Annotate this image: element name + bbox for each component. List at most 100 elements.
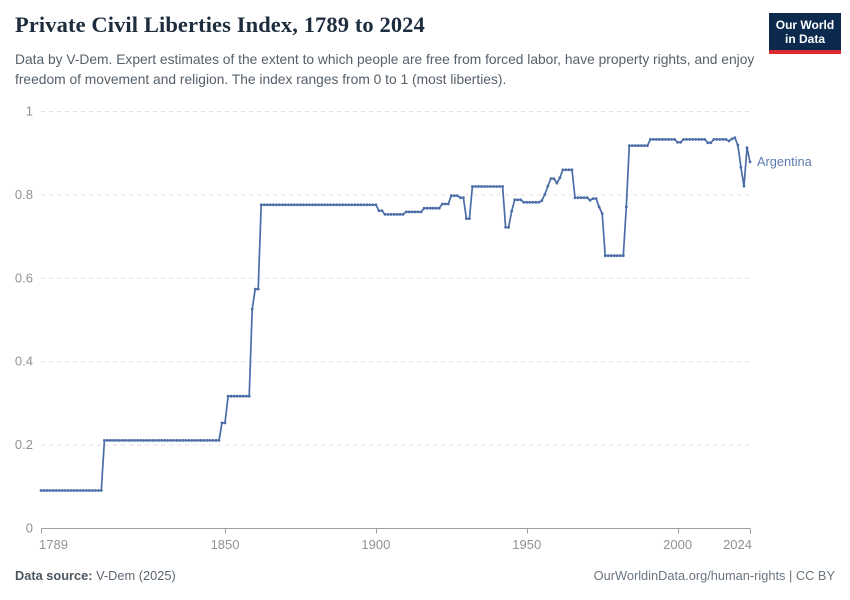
data-point[interactable] (60, 489, 64, 492)
data-point[interactable] (452, 194, 456, 198)
data-point[interactable] (362, 203, 366, 207)
data-point[interactable] (256, 287, 260, 291)
data-point[interactable] (670, 138, 673, 141)
data-point[interactable] (477, 185, 480, 188)
data-point[interactable] (214, 439, 218, 442)
data-point[interactable] (564, 168, 568, 172)
data-point[interactable] (531, 200, 535, 204)
data-point[interactable] (66, 489, 70, 492)
data-point[interactable] (594, 197, 598, 201)
data-point[interactable] (112, 439, 115, 442)
data-point[interactable] (495, 185, 498, 188)
data-point[interactable] (259, 203, 263, 207)
data-point[interactable] (317, 203, 320, 207)
data-point[interactable] (93, 489, 97, 492)
data-point[interactable] (142, 439, 146, 442)
data-point[interactable] (169, 439, 173, 442)
data-point[interactable] (522, 200, 526, 204)
data-point[interactable] (748, 160, 752, 164)
data-point[interactable] (338, 203, 342, 207)
data-point[interactable] (326, 203, 329, 207)
data-point[interactable] (428, 206, 432, 210)
data-point[interactable] (175, 439, 179, 442)
data-point[interactable] (90, 489, 94, 492)
data-point[interactable] (190, 439, 194, 442)
data-point[interactable] (576, 196, 580, 200)
data-point[interactable] (682, 138, 685, 141)
data-point[interactable] (498, 185, 501, 188)
data-point[interactable] (106, 439, 109, 442)
data-point[interactable] (643, 144, 646, 148)
data-point[interactable] (323, 203, 326, 207)
data-point[interactable] (202, 439, 206, 442)
data-point[interactable] (483, 185, 486, 188)
data-point[interactable] (724, 138, 728, 141)
data-point[interactable] (652, 138, 655, 141)
data-point[interactable] (374, 203, 378, 207)
data-point[interactable] (398, 213, 402, 216)
data-point[interactable] (513, 198, 517, 202)
data-point[interactable] (407, 210, 411, 214)
data-point[interactable] (121, 439, 124, 442)
data-point[interactable] (591, 197, 595, 201)
data-point[interactable] (401, 213, 405, 216)
data-point[interactable] (211, 439, 215, 442)
data-point[interactable] (582, 196, 586, 200)
data-point[interactable] (193, 439, 197, 442)
data-point[interactable] (380, 209, 384, 213)
data-point[interactable] (449, 194, 453, 198)
data-point[interactable] (440, 202, 444, 206)
data-point[interactable] (78, 489, 82, 492)
data-point[interactable] (151, 439, 155, 442)
data-point[interactable] (115, 439, 118, 442)
data-point[interactable] (465, 217, 468, 221)
data-point[interactable] (634, 144, 637, 148)
data-point[interactable] (392, 213, 396, 216)
data-point[interactable] (712, 138, 716, 141)
data-point[interactable] (356, 203, 360, 207)
data-point[interactable] (413, 210, 417, 214)
owid-logo[interactable]: Our World in Data (769, 13, 841, 54)
data-point[interactable] (42, 489, 46, 492)
data-point[interactable] (262, 203, 266, 207)
data-point[interactable] (410, 210, 414, 214)
data-point[interactable] (655, 138, 658, 141)
data-point[interactable] (561, 168, 565, 172)
data-point[interactable] (350, 203, 354, 207)
data-point[interactable] (181, 439, 185, 442)
data-point[interactable] (383, 213, 387, 216)
data-point[interactable] (486, 185, 489, 188)
data-point[interactable] (474, 185, 477, 188)
data-point[interactable] (166, 439, 170, 442)
data-point[interactable] (208, 439, 212, 442)
data-point[interactable] (667, 138, 670, 141)
data-point[interactable] (302, 203, 305, 207)
data-point[interactable] (673, 138, 676, 141)
data-point[interactable] (54, 489, 58, 492)
data-point[interactable] (742, 184, 746, 188)
data-point[interactable] (706, 141, 710, 145)
data-point[interactable] (630, 144, 634, 148)
data-point[interactable] (320, 203, 323, 207)
data-point[interactable] (640, 144, 643, 148)
data-point[interactable] (284, 203, 287, 207)
data-point[interactable] (606, 254, 610, 258)
data-point[interactable] (57, 489, 61, 492)
data-point[interactable] (395, 213, 399, 216)
data-point[interactable] (329, 203, 332, 207)
data-point[interactable] (721, 138, 725, 141)
data-point[interactable] (75, 489, 79, 492)
data-point[interactable] (419, 210, 423, 214)
data-point[interactable] (99, 489, 103, 492)
data-point[interactable] (293, 203, 296, 207)
data-point[interactable] (468, 217, 471, 221)
data-point[interactable] (133, 439, 136, 442)
data-point[interactable] (232, 394, 236, 398)
data-point[interactable] (199, 439, 203, 442)
data-point[interactable] (552, 177, 556, 181)
data-point[interactable] (287, 203, 290, 207)
data-point[interactable] (691, 138, 695, 141)
data-point[interactable] (489, 185, 492, 188)
data-point[interactable] (253, 287, 257, 291)
data-point[interactable] (205, 439, 209, 442)
